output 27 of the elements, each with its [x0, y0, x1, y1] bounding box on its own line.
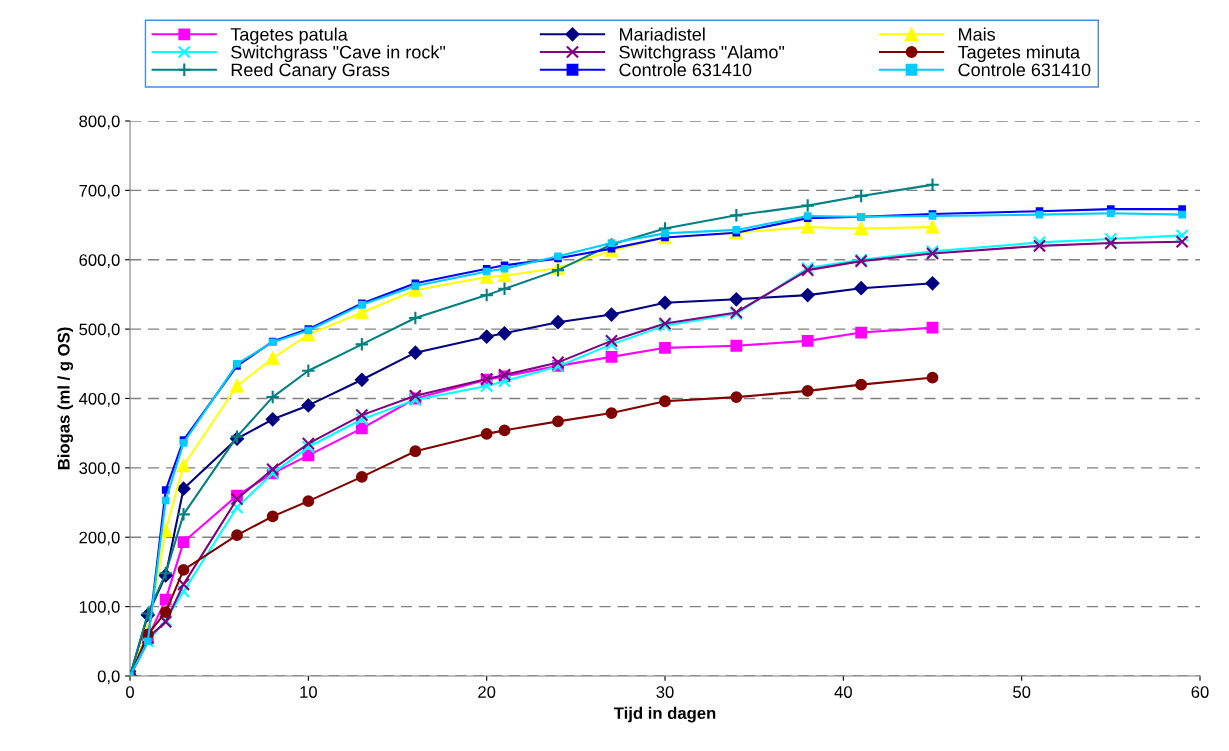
legend-label: Mariadistel [620, 27, 705, 41]
x-axis-title: Tijd in dagen [613, 706, 716, 723]
legend-label: Mais [959, 27, 996, 41]
legend-label: Controle 631410 [619, 62, 752, 77]
y-tick-label: 600,0 [79, 254, 120, 268]
y-tick-label: 200,0 [79, 531, 120, 546]
x-tick-label: 20 [478, 686, 496, 698]
x-tick-label: 50 [1013, 686, 1031, 698]
x-tick-label: 30 [656, 686, 674, 698]
y-tick-label: 500,0 [79, 323, 120, 338]
y-tick-label: 300,0 [79, 462, 120, 477]
y-tick-label: 400,0 [78, 392, 120, 407]
legend-label: Tagetes minuta [957, 45, 1081, 63]
legend-label: Switchgrass "Cave in rock" [231, 45, 446, 63]
x-tick-label: 0 [126, 686, 135, 698]
y-tick-label: 0,0 [97, 670, 120, 685]
legend-label: Controle 631410 [958, 62, 1091, 77]
x-tick-label: 60 [1191, 686, 1209, 698]
legend-label: Reed Canary Grass [231, 62, 390, 80]
y-tick-label: 700,0 [79, 184, 120, 199]
y-axis-title: Biogas (ml / g OS) [57, 327, 74, 470]
legend-label: Switchgrass "Alamo" [619, 45, 785, 63]
x-tick-label: 10 [300, 686, 317, 698]
legend-label: Tagetes patula [230, 27, 348, 45]
y-tick-label: 800,0 [79, 115, 120, 130]
x-tick-label: 40 [834, 686, 852, 698]
y-tick-label: 100,0 [79, 601, 120, 615]
